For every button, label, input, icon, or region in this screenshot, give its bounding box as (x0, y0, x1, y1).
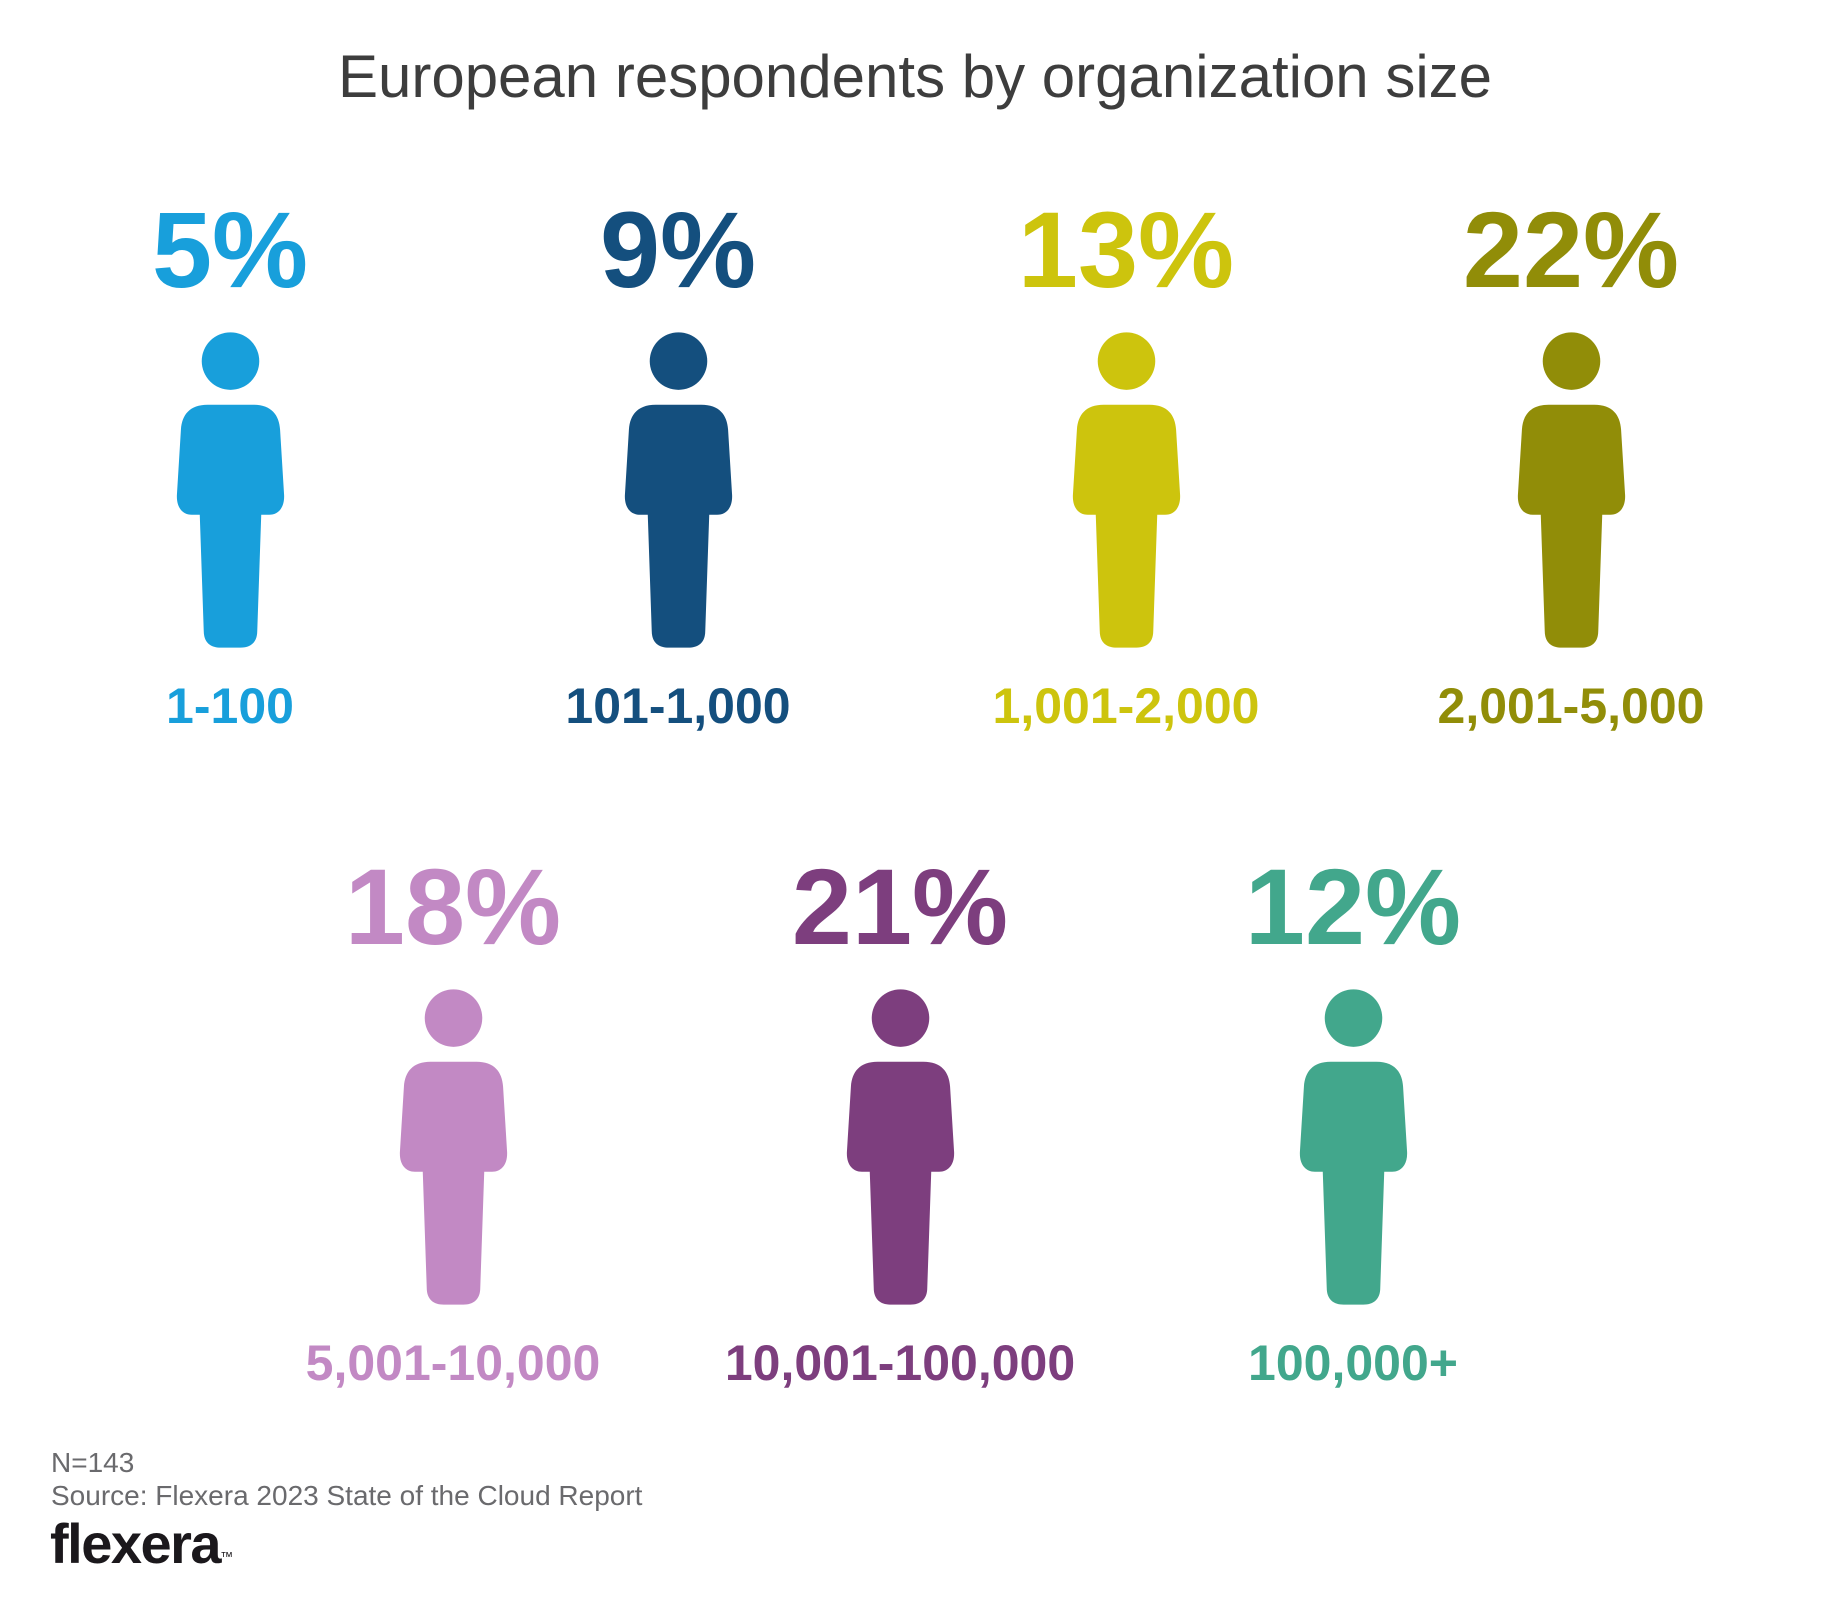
category-label: 100,000+ (1248, 1335, 1458, 1391)
person-icon (176, 332, 284, 648)
category-label: 2,001-5,000 (1437, 678, 1705, 734)
person-icon (1517, 332, 1625, 648)
pictogram-column-1-100: 5% 1-100 (0, 189, 460, 734)
person-icon (1072, 332, 1180, 648)
pictogram-column-1001-2000: 13% 1,001-2,000 (896, 189, 1356, 734)
percentage-value: 18% (344, 846, 562, 967)
percentage-value: 5% (151, 189, 309, 310)
footnote: N=143 Source: Flexera 2023 State of the … (51, 1446, 642, 1512)
category-label: 5,001-10,000 (305, 1335, 601, 1391)
category-label: 101-1,000 (565, 678, 791, 734)
person-icon (624, 332, 732, 648)
percentage-value: 22% (1462, 189, 1680, 310)
flexera-logo: flexera™ (50, 1516, 233, 1587)
percentage-value: 13% (1017, 189, 1235, 310)
percentage-value: 9% (599, 189, 757, 310)
chart-title: European respondents by organization siz… (337, 43, 1493, 110)
sample-size-label: N=143 (51, 1447, 135, 1478)
source-label: Source: Flexera 2023 State of the Cloud … (51, 1480, 643, 1511)
category-label: 10,001-100,000 (724, 1335, 1076, 1391)
person-icon (1299, 989, 1407, 1305)
pictogram-column-100000-plus: 12% 100,000+ (1123, 846, 1583, 1391)
category-label: 1-100 (166, 678, 294, 734)
pictogram-column-2001-5000: 22% 2,001-5,000 (1341, 189, 1801, 734)
percentage-value: 21% (791, 846, 1009, 967)
pictogram-column-101-1000: 9% 101-1,000 (448, 189, 908, 734)
pictogram-column-5001-10000: 18% 5,001-10,000 (223, 846, 683, 1391)
person-icon (399, 989, 507, 1305)
category-label: 1,001-2,000 (992, 678, 1260, 734)
trademark-symbol: ™ (220, 1549, 234, 1564)
pictogram-column-10001-100000: 21% 10,001-100,000 (670, 846, 1130, 1391)
flexera-logo-text: flexera (50, 1512, 222, 1575)
percentage-value: 12% (1244, 846, 1462, 967)
person-icon (846, 989, 954, 1305)
